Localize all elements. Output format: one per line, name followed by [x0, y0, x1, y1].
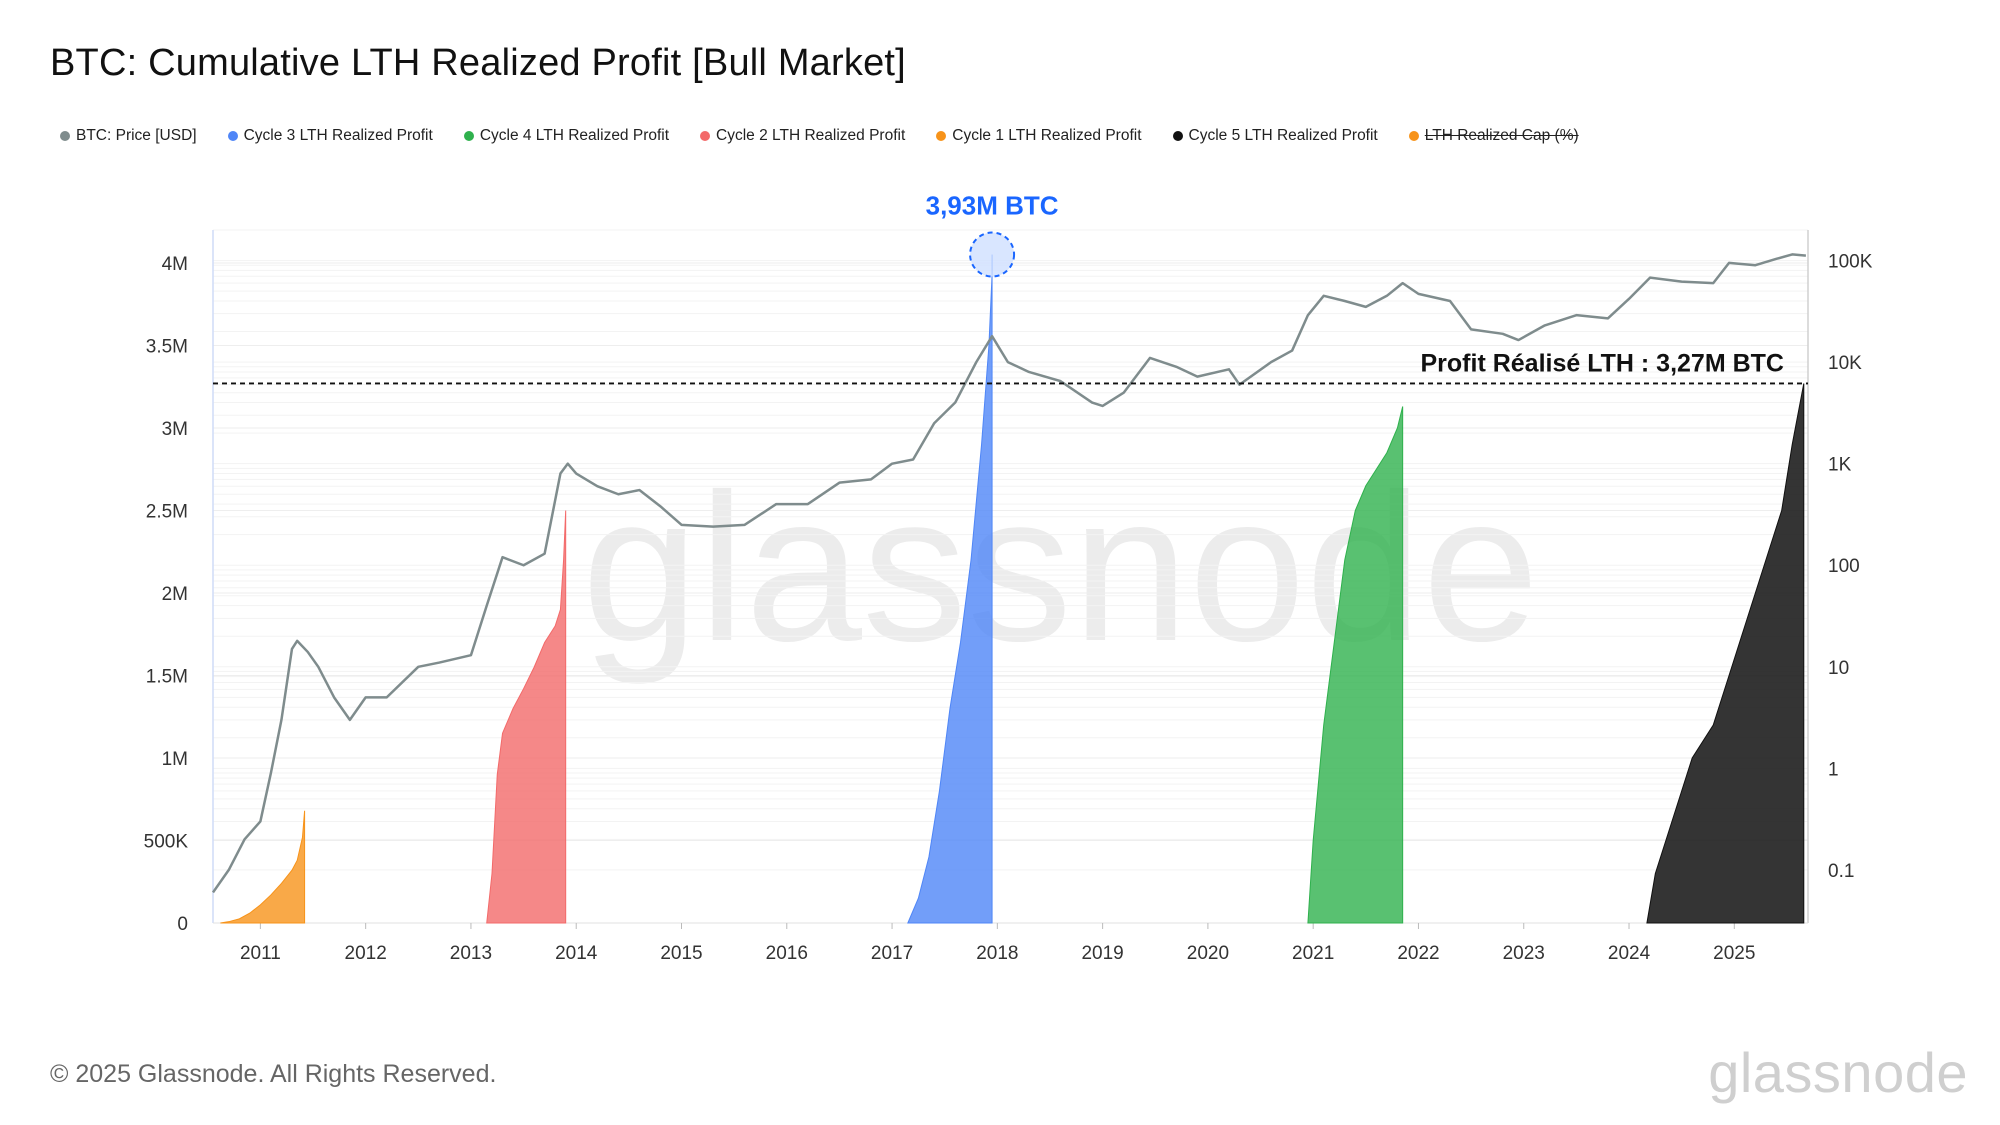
y-left-tick-label: 500K — [144, 832, 189, 853]
y-left-tick-label: 1.5M — [146, 667, 188, 688]
legend-dot-icon — [463, 131, 474, 141]
x-tick-label: 2020 — [1187, 943, 1229, 964]
y-right-tick-label: 100K — [1828, 252, 1873, 273]
legend-label: Cycle 5 LTH Realized Profit — [1188, 127, 1378, 144]
x-tick-label: 2022 — [1397, 943, 1439, 964]
legend-dot-icon — [1172, 131, 1183, 141]
x-tick-label: 2019 — [1081, 943, 1123, 964]
y-left-tick-label: 3M — [162, 419, 188, 440]
legend-label: BTC: Price [USD] — [76, 127, 197, 144]
area-cycle-1-lth-realized-profit — [220, 810, 306, 924]
y-right-tick-label: 0.1 — [1828, 861, 1854, 882]
x-tick-label: 2013 — [450, 943, 492, 964]
y-left-tick-label: 4M — [162, 254, 188, 275]
legend-item[interactable]: LTH Realized Cap (%) — [1408, 127, 1579, 145]
x-tick-label: 2015 — [660, 943, 702, 964]
area-cycle-2-lth-realized-profit — [486, 510, 567, 924]
legend-label: Cycle 1 LTH Realized Profit — [952, 127, 1142, 144]
peak-annotation-label: 3,93M BTC — [926, 191, 1059, 221]
y-left-tick-label: 1M — [162, 749, 188, 770]
y-right-tick-label: 100 — [1828, 556, 1860, 577]
legend-dot-icon — [1408, 131, 1419, 141]
legend-label: Cycle 2 LTH Realized Profit — [716, 127, 906, 144]
x-tick-label: 2014 — [555, 943, 598, 964]
legend-dot-icon — [60, 131, 70, 141]
x-tick-label: 2017 — [871, 943, 913, 964]
legend-dot-icon — [936, 131, 947, 141]
x-tick-label: 2018 — [976, 943, 1018, 964]
x-tick-label: 2021 — [1292, 943, 1334, 964]
area-cycle-3-lth-realized-profit — [907, 274, 993, 924]
legend: BTC: Price [USD] Cycle 3 LTH Realized Pro… — [60, 127, 1610, 145]
legend-item[interactable]: Cycle 4 LTH Realized Profit — [463, 127, 670, 145]
y-left-tick-label: 2M — [162, 584, 188, 605]
y-left-tick-label: 0 — [177, 914, 188, 935]
footer-logo: glassnode — [1708, 1041, 1968, 1104]
y-left-tick-label: 2.5M — [146, 502, 188, 523]
legend-item[interactable]: Cycle 5 LTH Realized Profit — [1172, 127, 1378, 145]
x-tick-label: 2016 — [766, 943, 808, 964]
legend-label: Cycle 4 LTH Realized Profit — [479, 127, 670, 144]
y-right-tick-label: 1 — [1828, 759, 1839, 780]
legend-dot-icon — [227, 131, 238, 141]
y-left-tick-label: 3.5M — [146, 337, 188, 358]
legend-item[interactable]: BTC: Price [USD] — [60, 127, 197, 145]
area-cycle-4-lth-realized-profit — [1307, 406, 1404, 924]
peak-marker-circle — [969, 231, 1016, 278]
legend-item[interactable]: Cycle 1 LTH Realized Profit — [936, 127, 1142, 145]
legend-label: LTH Realized Cap (%) — [1424, 127, 1579, 144]
y-right-tick-label: 1K — [1828, 455, 1852, 476]
chart-title: BTC: Cumulative LTH Realized Profit [Bul… — [50, 42, 906, 84]
legend-label: Cycle 3 LTH Realized Profit — [243, 127, 433, 144]
btc-price-line — [211, 253, 1807, 894]
x-tick-label: 2024 — [1608, 943, 1651, 964]
legend-item[interactable]: Cycle 3 LTH Realized Profit — [227, 127, 433, 145]
current-profit-annotation-label: Profit Réalisé LTH : 3,27M BTC — [1421, 349, 1785, 377]
x-tick-label: 2025 — [1713, 943, 1755, 964]
x-tick-label: 2023 — [1503, 943, 1545, 964]
copyright: © 2025 Glassnode. All Rights Reserved. — [50, 1060, 497, 1088]
legend-item[interactable]: Cycle 2 LTH Realized Profit — [700, 127, 905, 145]
y-right-tick-label: 10 — [1828, 658, 1849, 679]
area-cycle-5-lth-realized-profit — [1646, 383, 1805, 924]
y-right-tick-label: 10K — [1828, 353, 1862, 374]
x-tick-label: 2012 — [345, 943, 387, 964]
x-tick-label: 2011 — [240, 943, 281, 964]
legend-dot-icon — [700, 131, 711, 141]
